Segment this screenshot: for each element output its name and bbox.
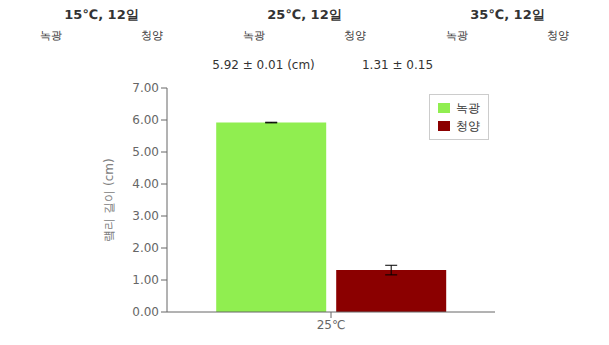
html-text:35℃, 12일: 35℃, 12일: [470, 7, 545, 22]
html-text:청양: 청양: [344, 29, 367, 42]
svg-text:2.00: 2.00: [132, 241, 159, 255]
html-text:녹광: 녹광: [242, 29, 265, 42]
svg-text:1.00: 1.00: [132, 273, 159, 287]
svg-text:6.00: 6.00: [132, 113, 159, 127]
svg-text:7.00: 7.00: [132, 81, 159, 95]
html-text:청양: 청양: [455, 119, 480, 133]
svg-text:25℃: 25℃: [316, 318, 345, 332]
html-text:녹광: 녹광: [445, 29, 468, 42]
html-text:녹광: 녹광: [39, 29, 62, 42]
svg-text:3.00: 3.00: [132, 209, 159, 223]
html-text:15℃, 12일: 15℃, 12일: [64, 7, 139, 22]
svg-text:0.00: 0.00: [132, 305, 159, 319]
html-text:5.92 ± 0.01 (cm): 5.92 ± 0.01 (cm): [212, 58, 315, 72]
svg-text:5.00: 5.00: [132, 145, 159, 159]
svg-text:4.00: 4.00: [132, 177, 159, 191]
html-text:25℃, 12일: 25℃, 12일: [267, 7, 342, 22]
html-text:1.31 ± 0.15: 1.31 ± 0.15: [361, 58, 434, 72]
html-text:청양: 청양: [547, 29, 570, 42]
svg-text:럨리 길이 (cm): 럨리 길이 (cm): [102, 158, 116, 241]
html-text:녹광: 녹광: [455, 101, 480, 115]
html-text:청양: 청양: [141, 29, 164, 42]
